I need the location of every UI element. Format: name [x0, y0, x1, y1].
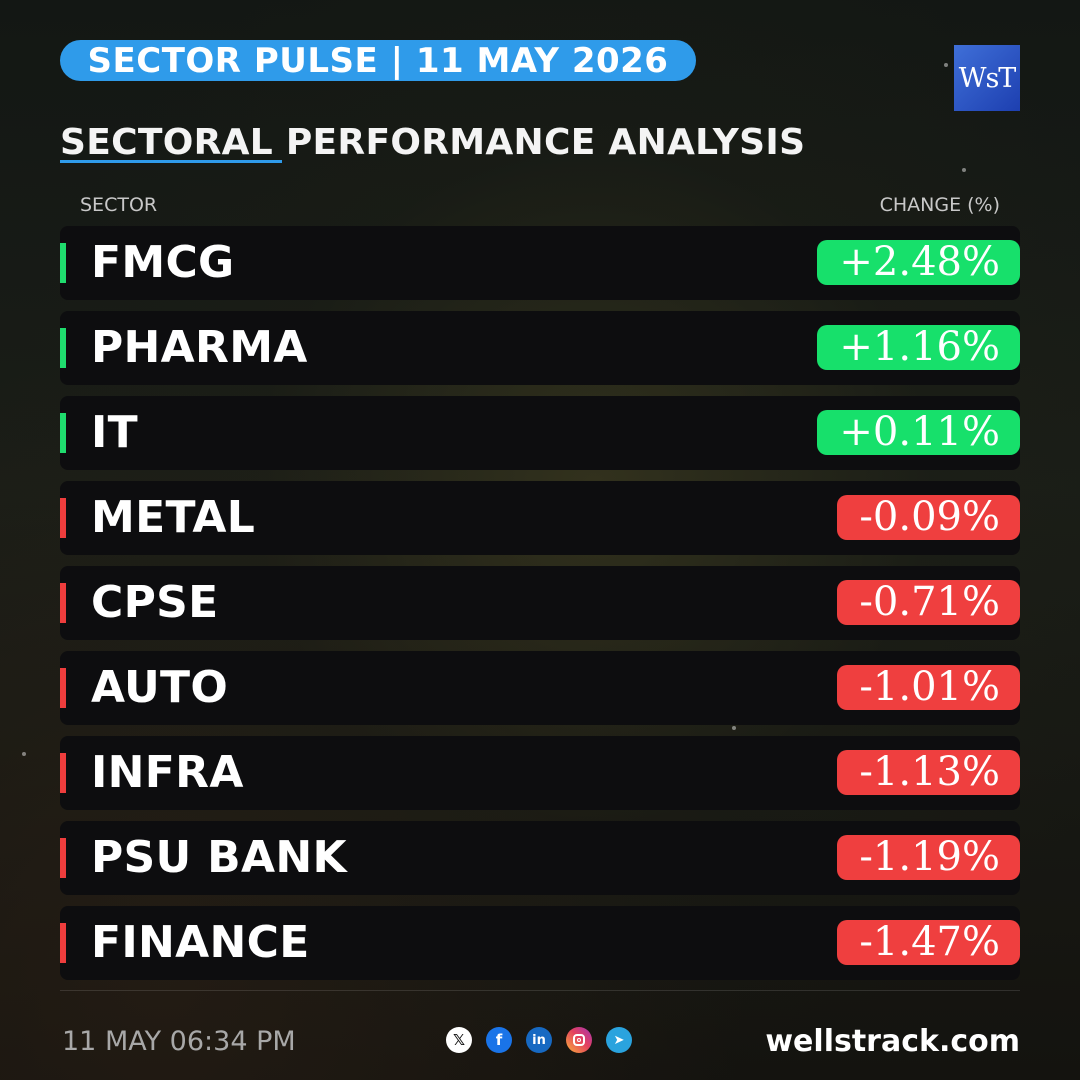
- decor-dot: [944, 63, 948, 67]
- sector-row-finance: FINANCE -1.47%: [60, 906, 1020, 980]
- sector-row-psu-bank: PSU BANK -1.19%: [60, 821, 1020, 895]
- linkedin-icon[interactable]: in: [526, 1027, 552, 1053]
- banner-title: SECTOR PULSE | 11 MAY 2026: [60, 40, 696, 81]
- change-badge: +0.11%: [817, 410, 1020, 455]
- wellstrack-logo: WsT: [954, 45, 1020, 111]
- sector-row-fmcg: FMCG +2.48%: [60, 226, 1020, 300]
- change-badge: -1.01%: [837, 665, 1020, 710]
- row-accent-bar: [60, 923, 66, 963]
- sector-list: FMCG +2.48% PHARMA +1.16% IT +0.11% META…: [60, 226, 1020, 991]
- row-accent-bar: [60, 328, 66, 368]
- logo-text: WsT: [958, 62, 1017, 94]
- decor-dot: [962, 168, 966, 172]
- x-icon[interactable]: 𝕏: [446, 1027, 472, 1053]
- row-accent-bar: [60, 753, 66, 793]
- sector-row-it: IT +0.11%: [60, 396, 1020, 470]
- sector-name: FINANCE: [91, 917, 310, 968]
- telegram-icon[interactable]: ➤: [606, 1027, 632, 1053]
- sector-row-metal: METAL -0.09%: [60, 481, 1020, 555]
- page-heading: SECTORAL PERFORMANCE ANALYSIS: [60, 122, 806, 163]
- decor-dot: [22, 752, 26, 756]
- decor-dot: [732, 726, 736, 730]
- row-accent-bar: [60, 498, 66, 538]
- instagram-icon[interactable]: [566, 1027, 592, 1053]
- sector-name: PSU BANK: [91, 832, 347, 883]
- change-badge: -1.19%: [837, 835, 1020, 880]
- website-link[interactable]: wellstrack.com: [765, 1024, 1020, 1059]
- facebook-icon[interactable]: f: [486, 1027, 512, 1053]
- instagram-glyph: [573, 1034, 585, 1046]
- social-links: 𝕏 f in ➤: [446, 1027, 632, 1053]
- sector-row-cpse: CPSE -0.71%: [60, 566, 1020, 640]
- footer-timestamp: 11 MAY 06:34 PM: [62, 1026, 296, 1057]
- change-badge: +1.16%: [817, 325, 1020, 370]
- change-badge: -0.71%: [837, 580, 1020, 625]
- sector-row-auto: AUTO -1.01%: [60, 651, 1020, 725]
- sector-name: PHARMA: [91, 322, 308, 373]
- column-header-change: CHANGE (%): [879, 194, 1000, 216]
- sector-row-infra: INFRA -1.13%: [60, 736, 1020, 810]
- row-accent-bar: [60, 243, 66, 283]
- row-accent-bar: [60, 838, 66, 878]
- row-accent-bar: [60, 668, 66, 708]
- row-accent-bar: [60, 413, 66, 453]
- row-accent-bar: [60, 583, 66, 623]
- column-header-sector: SECTOR: [80, 194, 158, 216]
- change-badge: +2.48%: [817, 240, 1020, 285]
- sector-name: CPSE: [91, 577, 219, 628]
- change-badge: -1.13%: [837, 750, 1020, 795]
- heading-underline: [60, 160, 282, 163]
- sector-name: FMCG: [91, 237, 235, 288]
- change-badge: -1.47%: [837, 920, 1020, 965]
- change-badge: -0.09%: [837, 495, 1020, 540]
- sector-name: AUTO: [91, 662, 229, 713]
- sector-row-pharma: PHARMA +1.16%: [60, 311, 1020, 385]
- sector-name: METAL: [91, 492, 256, 543]
- footer-divider: [60, 990, 1020, 991]
- sector-name: INFRA: [91, 747, 244, 798]
- sector-name: IT: [91, 407, 138, 458]
